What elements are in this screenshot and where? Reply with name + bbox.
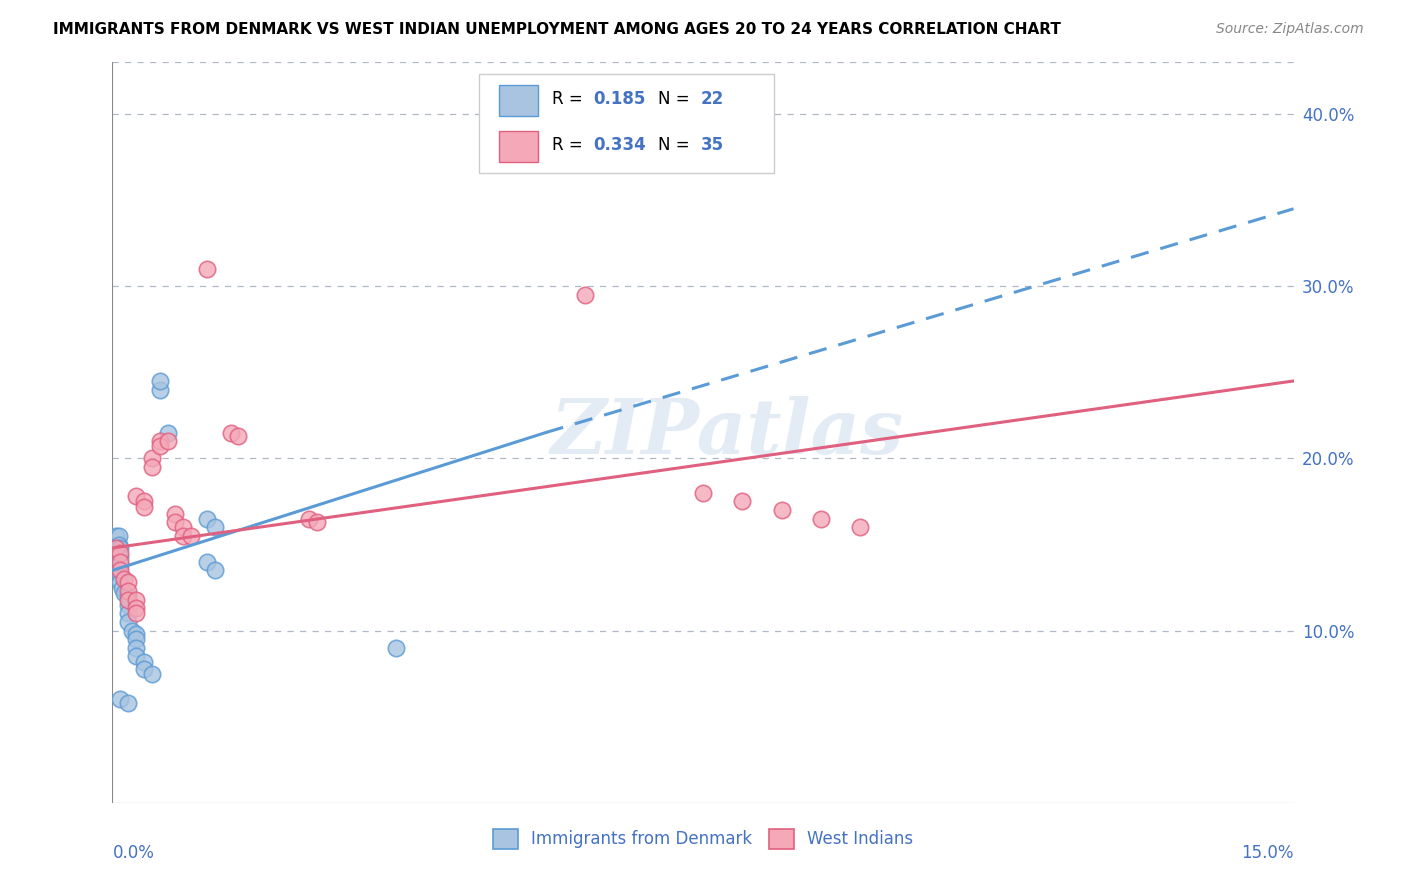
FancyBboxPatch shape bbox=[499, 131, 537, 162]
Point bbox=[228, 429, 250, 443]
Point bbox=[110, 541, 132, 555]
Point bbox=[105, 541, 128, 555]
Point bbox=[180, 529, 202, 543]
Point bbox=[172, 520, 194, 534]
Point bbox=[117, 696, 139, 710]
Point bbox=[849, 520, 872, 534]
Text: 15.0%: 15.0% bbox=[1241, 844, 1294, 862]
Point bbox=[125, 601, 148, 615]
Point bbox=[105, 529, 128, 543]
Point bbox=[149, 439, 172, 453]
Point bbox=[132, 661, 155, 675]
Point bbox=[156, 425, 179, 440]
Point bbox=[117, 575, 139, 590]
Legend: Immigrants from Denmark, West Indians: Immigrants from Denmark, West Indians bbox=[485, 821, 921, 857]
Point bbox=[141, 666, 163, 681]
Point bbox=[385, 640, 408, 655]
FancyBboxPatch shape bbox=[499, 85, 537, 116]
Point bbox=[112, 586, 135, 600]
Point bbox=[110, 558, 132, 573]
Text: Source: ZipAtlas.com: Source: ZipAtlas.com bbox=[1216, 22, 1364, 37]
Point bbox=[195, 262, 218, 277]
Point bbox=[219, 425, 242, 440]
Point bbox=[731, 494, 754, 508]
Text: 22: 22 bbox=[700, 90, 724, 108]
Point bbox=[149, 434, 172, 449]
Point bbox=[141, 451, 163, 466]
Point bbox=[110, 575, 132, 590]
Text: R =: R = bbox=[551, 90, 588, 108]
Point bbox=[110, 563, 132, 577]
Point bbox=[141, 460, 163, 475]
Point bbox=[307, 515, 329, 529]
Point bbox=[110, 692, 132, 706]
Point bbox=[810, 512, 832, 526]
Point bbox=[298, 512, 321, 526]
Point bbox=[204, 520, 226, 534]
Point bbox=[110, 566, 132, 581]
Point bbox=[165, 515, 187, 529]
Point bbox=[195, 512, 218, 526]
Text: 35: 35 bbox=[700, 136, 724, 154]
Text: R =: R = bbox=[551, 136, 588, 154]
Point bbox=[132, 655, 155, 669]
Point bbox=[132, 500, 155, 514]
Point bbox=[121, 624, 143, 638]
Text: N =: N = bbox=[658, 90, 695, 108]
Point bbox=[125, 640, 148, 655]
Point bbox=[110, 549, 132, 564]
Text: 0.185: 0.185 bbox=[593, 90, 645, 108]
Text: IMMIGRANTS FROM DENMARK VS WEST INDIAN UNEMPLOYMENT AMONG AGES 20 TO 24 YEARS CO: IMMIGRANTS FROM DENMARK VS WEST INDIAN U… bbox=[53, 22, 1062, 37]
Text: ZIPatlas: ZIPatlas bbox=[550, 396, 903, 469]
Point bbox=[110, 555, 132, 569]
Point bbox=[149, 374, 172, 388]
Point bbox=[111, 581, 134, 595]
Text: 0.334: 0.334 bbox=[593, 136, 645, 154]
Point bbox=[110, 546, 132, 560]
Point bbox=[117, 584, 139, 599]
Point bbox=[117, 607, 139, 621]
Text: 0.0%: 0.0% bbox=[112, 844, 155, 862]
Point bbox=[117, 598, 139, 612]
Point bbox=[117, 589, 139, 603]
Point bbox=[117, 592, 139, 607]
Point bbox=[132, 494, 155, 508]
Point bbox=[574, 288, 596, 302]
Point bbox=[165, 507, 187, 521]
Point bbox=[125, 627, 148, 641]
Point bbox=[149, 383, 172, 397]
Point bbox=[117, 615, 139, 629]
Point bbox=[125, 592, 148, 607]
Point bbox=[195, 555, 218, 569]
Point bbox=[692, 486, 714, 500]
Point bbox=[125, 489, 148, 503]
Point bbox=[125, 649, 148, 664]
Point bbox=[156, 434, 179, 449]
Text: N =: N = bbox=[658, 136, 695, 154]
Point bbox=[770, 503, 793, 517]
Point bbox=[125, 632, 148, 647]
Point bbox=[107, 537, 129, 551]
Point bbox=[125, 607, 148, 621]
Point bbox=[172, 529, 194, 543]
FancyBboxPatch shape bbox=[478, 73, 773, 173]
Point bbox=[204, 563, 226, 577]
Point bbox=[112, 572, 135, 586]
Point bbox=[107, 529, 129, 543]
